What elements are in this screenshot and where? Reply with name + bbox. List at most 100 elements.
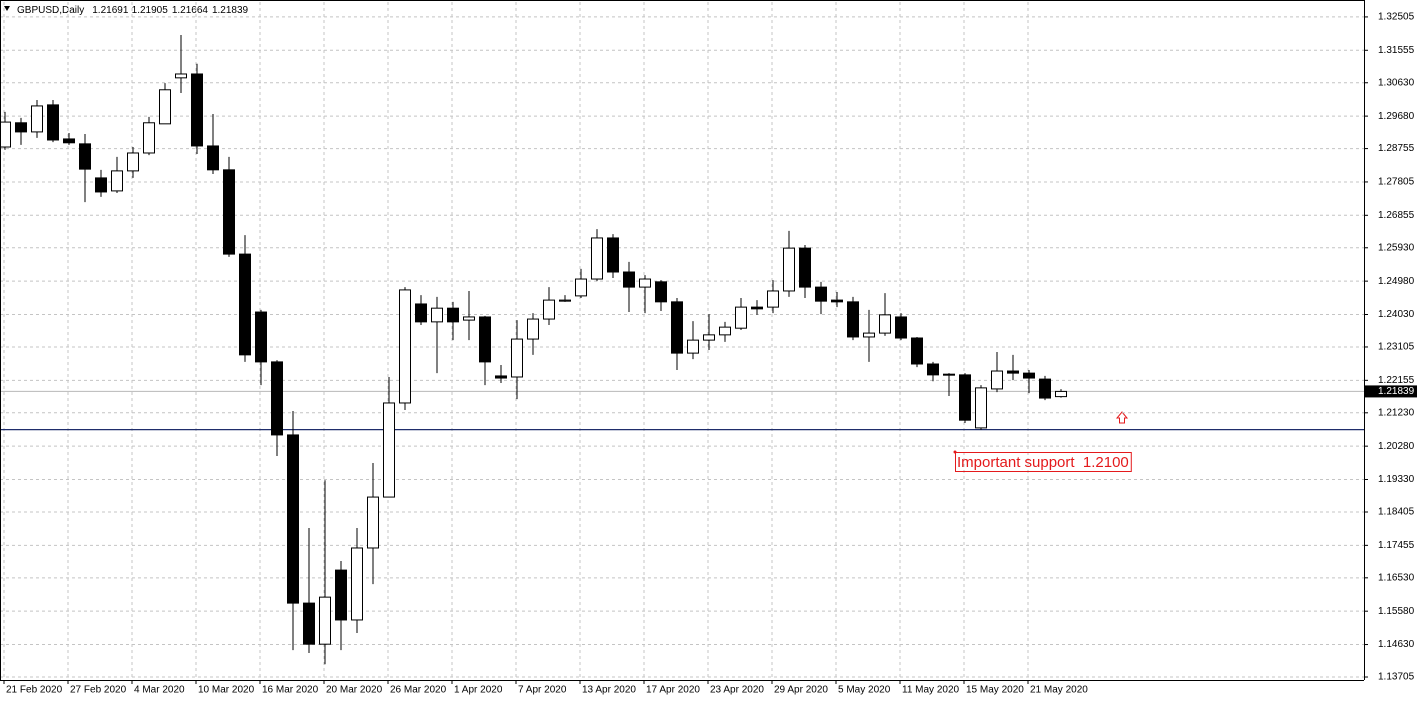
- price-badge-label: 1.21839: [1378, 386, 1415, 397]
- candle-body: [895, 316, 907, 339]
- candle-body: [1055, 390, 1067, 398]
- chart-header: GBPUSD,Daily 1.21691 1.21905 1.21664 1.21839: [17, 5, 249, 16]
- x-tick-label: 1 Apr 2020: [454, 685, 503, 696]
- candle-body: [719, 326, 731, 336]
- candle-body: [159, 89, 171, 125]
- x-tick-label: 21 May 2020: [1030, 685, 1088, 696]
- y-tick-label: 1.22155: [1378, 375, 1415, 386]
- x-tick-label: 17 Apr 2020: [646, 685, 700, 696]
- candle-body: [511, 338, 523, 378]
- menu-triangle: [4, 6, 10, 11]
- candle-body: [1023, 372, 1035, 379]
- candle-body: [575, 278, 587, 297]
- y-tick-label: 1.23105: [1378, 342, 1415, 353]
- candle-body: [1039, 378, 1051, 399]
- candle-body: [447, 307, 459, 323]
- candle-body: [431, 307, 443, 323]
- candle-body: [223, 169, 235, 255]
- candle-body: [927, 363, 939, 376]
- candle-body: [591, 237, 603, 280]
- y-tick-label: 1.18405: [1378, 507, 1415, 518]
- candle-body: [335, 569, 347, 621]
- up-arrow: [1115, 411, 1129, 424]
- candle-body: [655, 281, 667, 303]
- x-tick-label: 4 Mar 2020: [134, 685, 185, 696]
- candle-body: [863, 332, 875, 338]
- candle-body: [191, 73, 203, 147]
- x-tick-label: 23 Apr 2020: [710, 685, 764, 696]
- candle-body: [255, 311, 267, 363]
- candle-body: [303, 602, 315, 645]
- candle-body: [735, 306, 747, 329]
- candle-body: [271, 361, 283, 436]
- header-low: 1.21664: [172, 5, 209, 16]
- x-tick-label: 10 Mar 2020: [198, 685, 255, 696]
- candle-body: [15, 122, 27, 133]
- candle-body: [799, 247, 811, 288]
- y-tick-label: 1.24980: [1378, 276, 1415, 287]
- y-tick-label: 1.29680: [1378, 111, 1415, 122]
- y-tick-label: 1.15580: [1378, 606, 1415, 617]
- annotation-box: [955, 452, 1132, 472]
- candle-body: [463, 316, 475, 321]
- annotation: Important support 1.2100: [953, 450, 1132, 472]
- candle-body: [79, 143, 91, 170]
- y-tick-label: 1.13705: [1378, 672, 1415, 683]
- candle-body: [47, 104, 59, 141]
- candle-body: [207, 145, 219, 171]
- candle-body: [527, 318, 539, 340]
- x-tick-label: 20 Mar 2020: [326, 685, 383, 696]
- candle-body: [111, 170, 123, 192]
- y-tick-label: 1.31555: [1378, 45, 1415, 56]
- annotation-text: Important support 1.2100: [957, 454, 1129, 471]
- candle-body: [671, 301, 683, 354]
- x-tick-label: 13 Apr 2020: [582, 685, 636, 696]
- y-tick-label: 1.27805: [1378, 177, 1415, 188]
- candle-body: [127, 152, 139, 172]
- symbol-title: GBPUSD,Daily: [17, 5, 84, 16]
- candle-body: [815, 286, 827, 302]
- x-tick-label: 16 Mar 2020: [262, 685, 319, 696]
- header-open: 1.21691: [92, 5, 129, 16]
- candle-body: [367, 496, 379, 549]
- candle-body: [607, 237, 619, 273]
- candle-body: [703, 334, 715, 341]
- candle-body: [943, 373, 955, 376]
- header-high: 1.21905: [132, 5, 169, 16]
- y-tick-label: 1.16530: [1378, 572, 1415, 583]
- y-tick-label: 1.20280: [1378, 441, 1415, 452]
- candle-body: [879, 314, 891, 334]
- x-tick-label: 11 May 2020: [902, 685, 960, 696]
- candle-body: [239, 253, 251, 356]
- y-tick-label: 1.28755: [1378, 143, 1415, 154]
- candle-body: [639, 278, 651, 288]
- candle-body: [95, 177, 107, 193]
- y-tick-label: 1.32505: [1378, 12, 1415, 23]
- candle-body: [783, 247, 795, 292]
- candle-body: [383, 402, 395, 498]
- candle-body: [543, 299, 555, 320]
- candle-body: [63, 138, 75, 144]
- y-tick-label: 1.30630: [1378, 77, 1415, 88]
- candle-body: [559, 299, 571, 302]
- candle-body: [479, 316, 491, 363]
- candle-body: [415, 303, 427, 323]
- y-tick-label: 1.19330: [1378, 474, 1415, 485]
- candle-body: [1007, 370, 1019, 374]
- x-tick-label: 5 May 2020: [838, 685, 891, 696]
- candle-body: [175, 73, 187, 79]
- x-tick-label: 26 Mar 2020: [390, 685, 447, 696]
- candle-body: [687, 339, 699, 354]
- x-tick-label: 7 Apr 2020: [518, 685, 567, 696]
- y-tick-label: 1.26855: [1378, 210, 1415, 221]
- x-tick-label: 29 Apr 2020: [774, 685, 828, 696]
- x-tick-label: 27 Feb 2020: [70, 685, 127, 696]
- candle-body: [287, 434, 299, 604]
- candle-body: [767, 290, 779, 308]
- y-tick-label: 1.25930: [1378, 242, 1415, 253]
- candle-body: [399, 289, 411, 404]
- candle-body: [0, 121, 11, 148]
